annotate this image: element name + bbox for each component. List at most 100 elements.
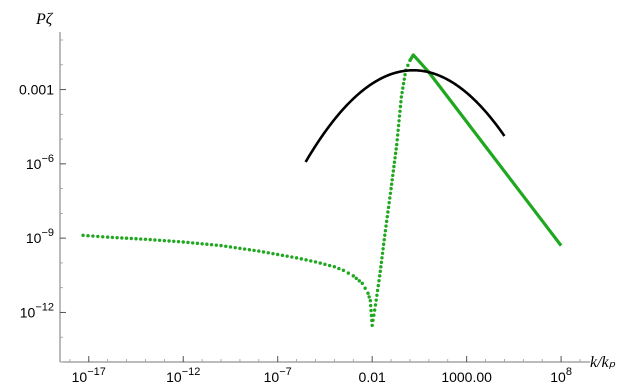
data-point <box>290 255 294 259</box>
data-point <box>378 269 382 274</box>
series-line-black <box>304 68 506 163</box>
data-point <box>401 81 406 86</box>
data-point <box>309 259 313 263</box>
x-tick-label: 10−7 <box>264 366 292 385</box>
data-point <box>176 239 181 244</box>
data-point <box>388 191 393 195</box>
data-point <box>366 291 370 295</box>
data-point <box>162 238 167 243</box>
data-point <box>379 260 384 265</box>
data-point <box>157 238 162 242</box>
series-layer <box>81 53 563 328</box>
data-point <box>393 156 397 160</box>
x-tick-label: 10−17 <box>72 366 106 385</box>
y-tick-label: 10−6 <box>26 153 54 172</box>
data-point <box>247 248 252 252</box>
data-point <box>233 245 237 250</box>
data-point <box>390 178 394 182</box>
data-point <box>285 254 289 258</box>
data-point <box>134 237 138 241</box>
data-point <box>346 271 351 275</box>
data-point <box>242 247 247 251</box>
data-point <box>372 313 376 317</box>
data-point <box>367 295 371 299</box>
data-point <box>398 109 402 113</box>
data-point <box>357 279 361 283</box>
data-point <box>397 119 401 123</box>
data-point <box>375 293 379 297</box>
data-point <box>373 303 378 307</box>
data-point <box>381 247 385 251</box>
data-point <box>399 100 403 104</box>
data-point <box>115 235 119 240</box>
data-point <box>81 233 85 238</box>
data-point <box>360 281 364 286</box>
data-point <box>186 240 190 245</box>
data-point <box>143 237 148 241</box>
data-point <box>368 298 373 303</box>
data-point <box>384 219 389 224</box>
data-point <box>397 114 402 118</box>
data-point <box>375 288 380 293</box>
data-point <box>139 237 143 241</box>
data-point <box>257 249 261 253</box>
series-line-green <box>408 53 563 247</box>
data-point <box>280 253 285 258</box>
data-point <box>370 323 374 328</box>
data-point <box>377 274 382 278</box>
x-tick-label: 0.01 <box>359 369 386 385</box>
data-point <box>153 238 157 242</box>
data-point <box>148 237 152 242</box>
data-point <box>400 90 404 95</box>
data-point <box>379 265 383 269</box>
data-point <box>209 243 214 247</box>
data-point <box>396 123 401 128</box>
data-point <box>392 160 397 164</box>
data-point <box>172 239 176 244</box>
data-point <box>403 73 407 77</box>
data-point <box>374 298 378 302</box>
data-point <box>105 235 110 239</box>
data-point <box>380 256 384 260</box>
data-point <box>395 138 399 142</box>
data-point <box>327 263 332 268</box>
data-point <box>389 186 393 191</box>
data-point <box>392 164 396 169</box>
x-axis-title: k/kₚ <box>590 354 616 371</box>
data-point <box>337 266 341 271</box>
y-tick-label: 10−12 <box>20 301 54 320</box>
data-point <box>384 224 388 228</box>
data-point <box>383 229 388 233</box>
data-point <box>261 250 266 254</box>
data-point <box>96 234 100 239</box>
data-point <box>381 242 386 246</box>
data-point <box>391 169 396 173</box>
data-point <box>190 241 195 245</box>
data-point <box>304 258 308 262</box>
data-point <box>124 236 129 240</box>
axes <box>59 32 590 363</box>
data-point <box>228 245 233 249</box>
data-point <box>323 262 327 267</box>
data-point <box>369 303 373 308</box>
data-point <box>276 252 280 257</box>
data-point <box>313 260 318 264</box>
data-point <box>391 173 395 178</box>
data-point <box>238 246 242 251</box>
data-point <box>399 95 404 99</box>
data-point <box>402 77 406 81</box>
data-point <box>120 236 124 240</box>
data-point <box>219 243 223 248</box>
x-tick-label: 108 <box>550 366 572 385</box>
data-point <box>354 276 358 281</box>
data-point <box>395 142 399 147</box>
data-point <box>377 279 381 283</box>
data-point <box>205 242 209 246</box>
data-point <box>396 128 400 132</box>
data-point <box>383 233 387 237</box>
data-point <box>167 239 171 243</box>
data-point <box>372 308 377 312</box>
data-point <box>181 240 185 244</box>
data-point <box>252 248 256 253</box>
